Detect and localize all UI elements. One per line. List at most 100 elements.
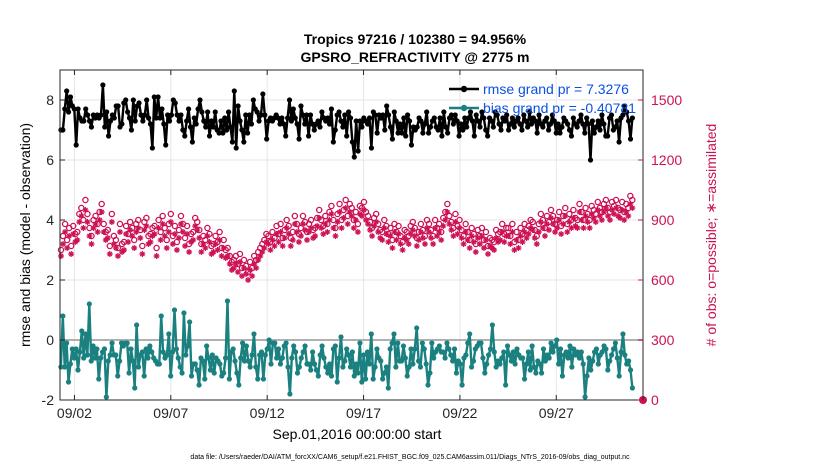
rmse-point <box>275 115 281 121</box>
rmse-point <box>507 121 514 127</box>
obs-assimilated-point <box>476 241 483 247</box>
obs-assimilated-point <box>360 207 367 213</box>
x-tick-label: 09/17 <box>346 405 381 421</box>
rmse-point <box>599 112 605 118</box>
bias-point <box>423 361 429 367</box>
obs-possible-point <box>100 220 107 228</box>
obs-assimilated-point <box>399 247 406 253</box>
bias-series <box>58 298 636 400</box>
obs-assimilated-point <box>362 217 369 223</box>
bias-point <box>393 364 399 370</box>
rmse-point <box>145 115 152 121</box>
bias-point <box>302 343 308 349</box>
obs-assimilated-point <box>161 233 168 239</box>
rmse-point <box>85 112 91 118</box>
rmse-point <box>193 121 199 127</box>
obs-assimilated-point <box>218 253 225 259</box>
bias-point <box>446 346 452 352</box>
obs-assimilated-point <box>60 241 67 247</box>
obs-assimilated-point <box>86 233 93 239</box>
bias-point <box>467 331 473 337</box>
rmse-point <box>123 97 129 103</box>
rmse-point <box>191 115 197 121</box>
obs-assimilated-point <box>155 225 162 231</box>
obs-possible-point <box>328 202 335 210</box>
obs-assimilated-point <box>513 237 520 243</box>
obs-possible-point <box>462 220 469 228</box>
bias-point <box>550 349 556 355</box>
bias-point <box>595 361 601 367</box>
rmse-point <box>504 112 510 118</box>
obs-assimilated-point <box>507 241 514 247</box>
obs-assimilated-point <box>182 243 189 249</box>
rmse-point <box>557 130 563 136</box>
obs-assimilated-point <box>291 221 298 227</box>
bias-point <box>177 364 183 370</box>
rmse-point <box>597 127 603 133</box>
rmse-point <box>544 115 550 121</box>
bias-point <box>372 364 378 370</box>
obs-assimilated-point <box>458 235 465 241</box>
bias-point <box>321 355 327 361</box>
rmse-point <box>75 106 81 112</box>
y-axis-left-label: rmse and bias (model - observation) <box>17 123 33 347</box>
rmse-point <box>374 130 380 136</box>
bias-point <box>525 349 531 355</box>
rmse-point <box>290 106 296 112</box>
rmse-point <box>509 115 516 121</box>
rmse-point <box>488 118 495 124</box>
obs-assimilated-point <box>212 241 219 247</box>
rmse-point <box>336 109 342 115</box>
bias-point <box>211 370 217 376</box>
obs-possible-point <box>159 212 166 220</box>
bias-point <box>559 373 566 379</box>
obs-possible-point <box>452 210 459 218</box>
bias-point <box>563 349 569 355</box>
bias-point <box>506 352 513 358</box>
rmse-point <box>620 112 626 118</box>
bias-point <box>224 298 231 304</box>
bias-point <box>88 358 94 364</box>
rmse-point <box>414 124 420 130</box>
y-left-tick-label: 8 <box>46 92 54 108</box>
obs-assimilated-point <box>586 225 593 231</box>
rmse-point <box>454 118 460 124</box>
chart-title: Tropics 97216 / 102380 = 94.956% <box>304 31 527 47</box>
bias-point <box>82 331 89 337</box>
bias-point <box>408 346 414 352</box>
obs-possible-point <box>57 246 65 254</box>
bias-point <box>538 370 545 376</box>
bias-point <box>274 355 280 361</box>
rmse-point <box>467 109 474 115</box>
bias-point <box>480 355 486 361</box>
bias-point <box>141 373 147 379</box>
obs-possible-point <box>395 222 402 230</box>
obs-assimilated-point <box>230 265 237 271</box>
obs-assimilated-point <box>80 225 87 231</box>
obs-assimilated-point <box>342 205 349 211</box>
obs-possible-point <box>126 218 134 226</box>
bias-point <box>605 367 611 373</box>
rmse-point <box>439 133 445 139</box>
bias-point <box>300 349 306 355</box>
obs-assimilated-point <box>521 229 528 235</box>
bias-point <box>421 346 427 352</box>
bias-point <box>204 343 210 349</box>
bias-point <box>552 343 558 349</box>
rmse-point <box>107 118 114 124</box>
rmse-point <box>401 115 407 121</box>
obs-assimilated-point <box>283 225 290 231</box>
bias-point <box>160 349 166 355</box>
obs-assimilated-point <box>574 225 581 231</box>
bias-point <box>442 355 448 361</box>
bias-point <box>113 352 119 358</box>
obs-assimilated-point <box>320 231 327 237</box>
bias-point <box>410 361 416 367</box>
rmse-point <box>165 112 171 118</box>
bias-point <box>67 361 74 367</box>
bias-point <box>226 376 232 382</box>
bias-point <box>75 367 81 373</box>
obs-possible-point <box>602 196 610 204</box>
bias-point <box>315 373 321 379</box>
rmse-point <box>239 127 245 133</box>
